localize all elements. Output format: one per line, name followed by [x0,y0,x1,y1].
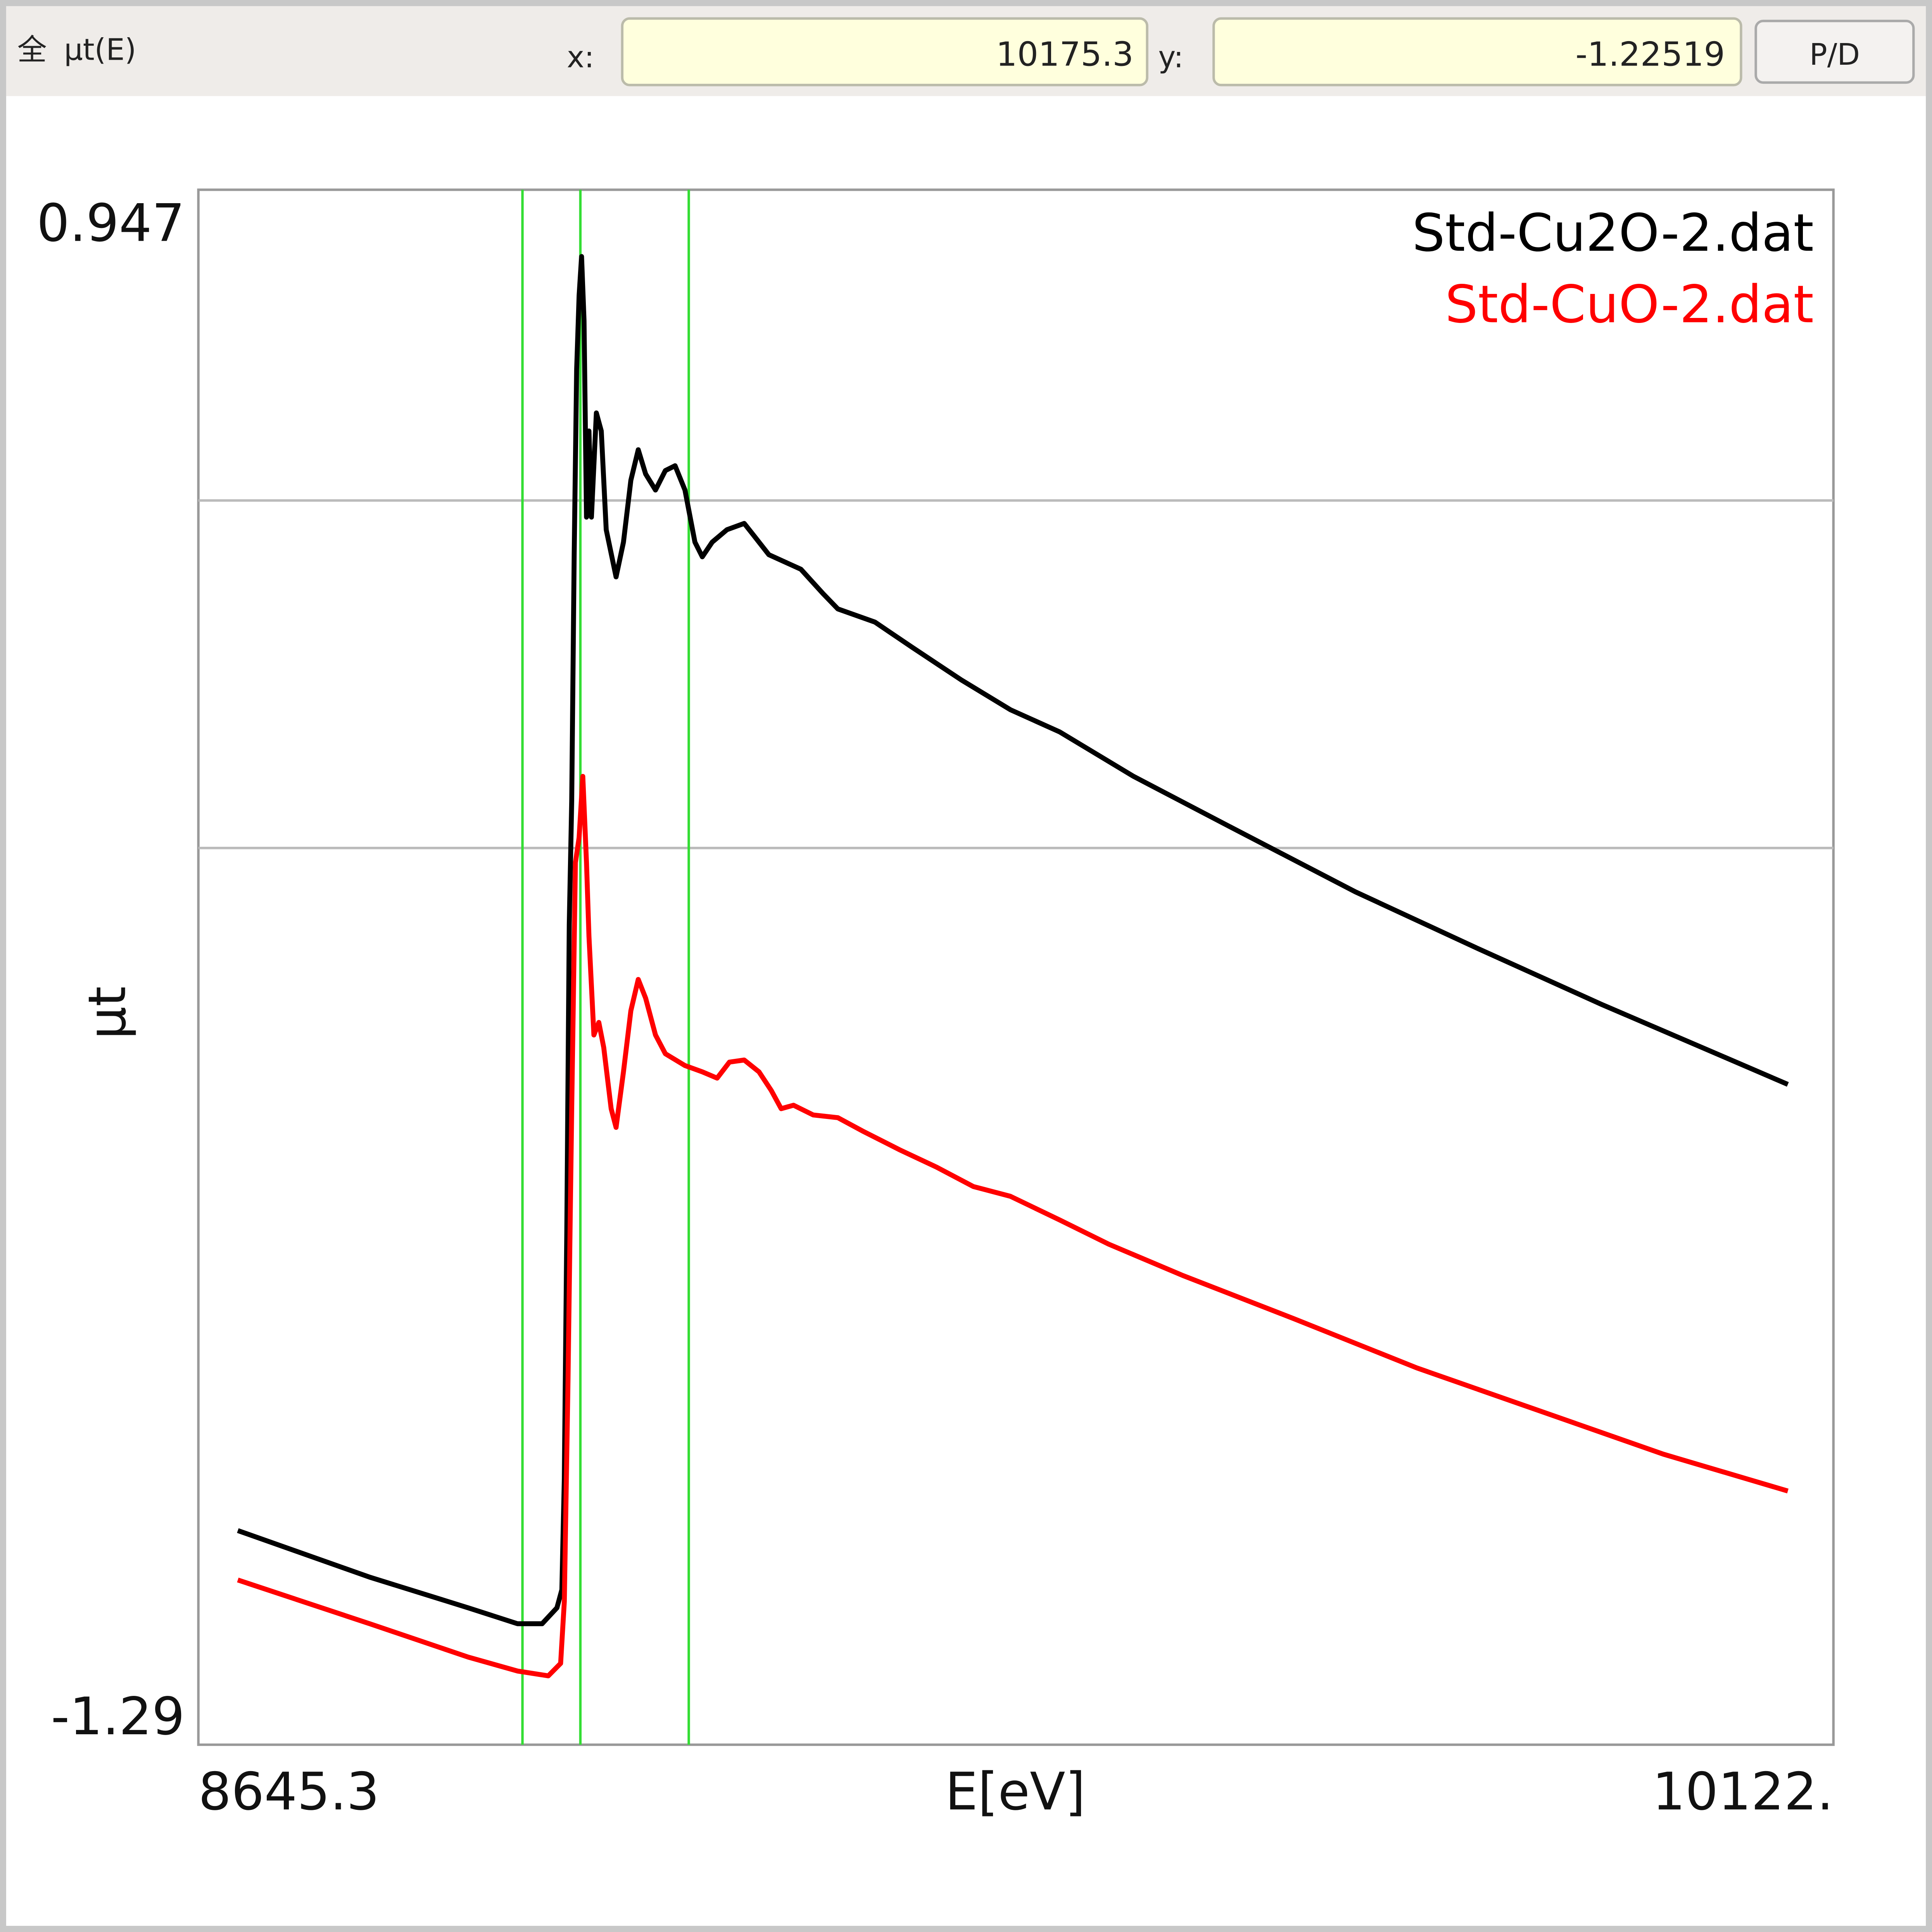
toolbar-title: µt(E) [64,32,136,67]
x-tick-label: 8645.3 [199,1762,380,1822]
pd-button[interactable] [1754,19,1915,84]
x-field[interactable] [621,17,1148,86]
chart: E[eV] µt -1.29 0.947 8645.3 10122. Std-Cu2O-… [37,188,1835,1822]
y-field[interactable] [1212,17,1742,86]
legend-entry: Std-CuO-2.dat [1445,275,1814,335]
y-axis-label: µt [78,986,138,1039]
y-field-label: y: [1158,40,1183,74]
x-tick-label: 10122. [1652,1762,1834,1822]
x-axis-label: E[eV] [945,1762,1086,1822]
y-tick-label: 0.947 [37,193,185,253]
legend-entry: Std-Cu2O-2.dat [1412,203,1814,263]
x-field-value: 10175.3 [996,35,1134,74]
y-field-value: -1.22519 [1575,35,1725,74]
x-field-label: x: [567,40,594,74]
series-line [237,254,1789,1626]
y-tick-label: -1.29 [51,1687,185,1747]
toolbar-icon: 全 [17,32,47,67]
plot-area [197,188,1835,1746]
pd-button-label[interactable]: P/D [1809,37,1860,72]
series-line [237,774,1789,1678]
